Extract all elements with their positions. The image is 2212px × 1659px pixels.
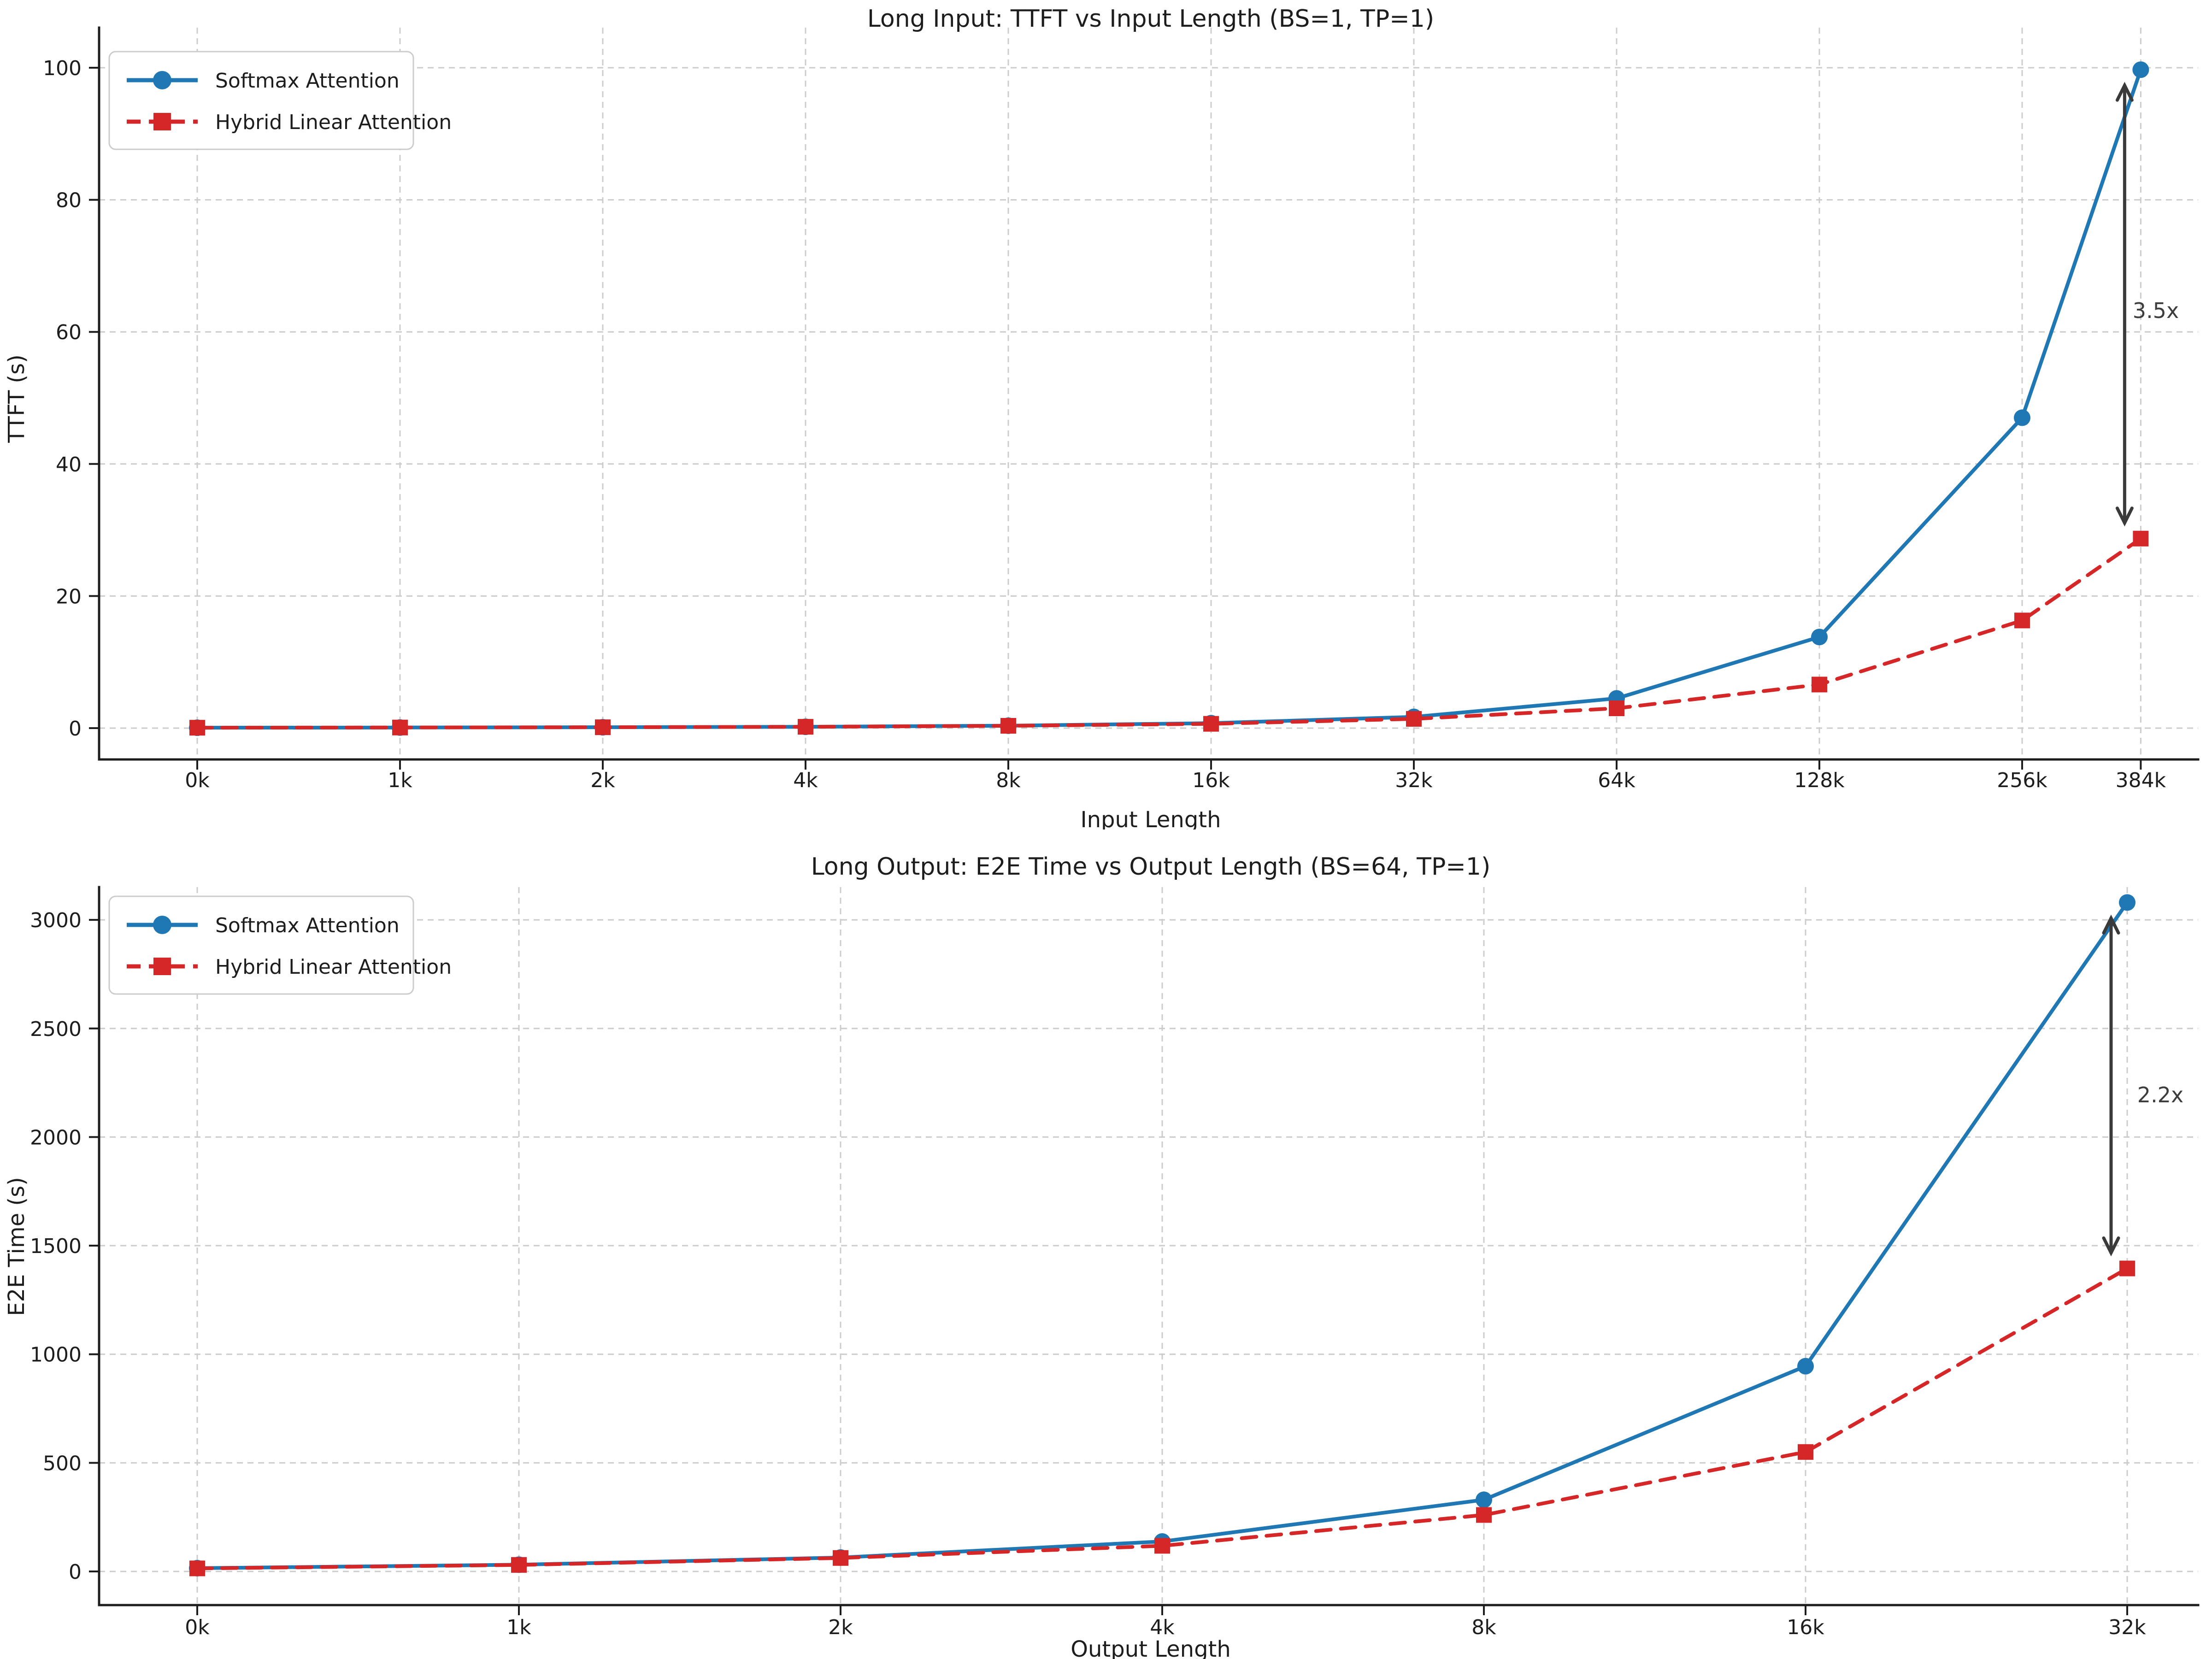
ttft-plot-render-layer: 0k 1k 2k 4k 8k 16k 32k 64k 128k 256k 384k 0 20 40 60 80… — [43, 26, 2200, 792]
legend-box — [108, 895, 414, 995]
y-tick-label: 1500 — [30, 1235, 82, 1258]
series-markers — [189, 61, 2149, 736]
data-point-square — [189, 720, 205, 736]
x-tick-label: 8k — [1471, 1616, 1496, 1639]
data-point-square — [392, 719, 408, 735]
x-tick-label: 256k — [1997, 769, 2047, 792]
x-tick-label: 4k — [793, 769, 818, 792]
data-point-square — [2119, 1260, 2135, 1277]
e2e-plot-render-layer: 0k 1k 2k 4k 8k 16k 32k 0 500 1000 1500 2000 2500 3000 — [30, 886, 2200, 1639]
series-hybrid — [189, 530, 2149, 736]
series-markers — [189, 1260, 2135, 1577]
data-point-circle — [1797, 1358, 1814, 1375]
series-markers — [189, 530, 2149, 736]
speedup-annotation-label: 3.5x — [2133, 298, 2179, 323]
tick-labels: 0k 1k 2k 4k 8k 16k 32k 64k 128k 256k 384k 0 20 40 60 80… — [43, 57, 2166, 792]
legend-label-softmax: Softmax Attention — [215, 69, 400, 93]
x-tick-label: 384k — [2116, 769, 2166, 792]
y-tick-label: 0 — [69, 1560, 82, 1584]
y-tick-label: 2000 — [30, 1126, 82, 1149]
chart-title: Long Input: TTFT vs Input Length (BS=1, … — [867, 5, 1434, 33]
data-point-circle — [2014, 409, 2030, 426]
y-tick-label: 2500 — [30, 1018, 82, 1041]
legend-marker-square — [153, 113, 171, 130]
y-tick-label: 20 — [56, 585, 82, 608]
y-tick-label: 500 — [43, 1452, 82, 1475]
legend-label-hybrid: Hybrid Linear Attention — [215, 111, 452, 134]
data-point-square — [798, 719, 813, 735]
data-point-square — [833, 1550, 848, 1566]
x-tick-label: 0k — [185, 769, 210, 792]
data-point-square — [1203, 716, 1219, 732]
e2e-chart-canvas: 0k 1k 2k 4k 8k 16k 32k 0 500 1000 1500 2000 2500 3000… — [4, 853, 2200, 1659]
x-tick-label: 32k — [1395, 769, 1433, 792]
gridlines — [99, 887, 2198, 1605]
legend-label-softmax: Softmax Attention — [215, 914, 400, 937]
data-point-square — [1406, 711, 1422, 727]
y-tick-label: 100 — [43, 57, 82, 80]
legend — [108, 895, 414, 995]
y-tick-label: 1000 — [30, 1343, 82, 1367]
ttft-vs-input-length-chart: 0k 1k 2k 4k 8k 16k 32k 64k 128k 256k 384k 0 20 40 60 80… — [4, 5, 2200, 830]
data-point-square — [1609, 700, 1624, 717]
y-axis-label: E2E Time (s) — [4, 1177, 29, 1316]
legend-marker-square — [153, 958, 171, 975]
x-axis-label: Output Length — [1071, 1636, 1231, 1659]
y-tick-label: 0 — [69, 717, 82, 741]
y-tick-label: 60 — [56, 321, 82, 344]
chart-title: Long Output: E2E Time vs Output Length (… — [811, 853, 1491, 881]
x-tick-label: 0k — [185, 1616, 210, 1639]
data-point-square — [189, 1560, 205, 1577]
x-tick-label: 1k — [388, 769, 412, 792]
legend-box — [108, 51, 414, 150]
y-axis-label: TTFT (s) — [4, 354, 29, 443]
data-point-square — [1798, 1444, 1813, 1460]
data-point-square — [595, 719, 611, 735]
x-tick-label: 128k — [1794, 769, 1845, 792]
data-point-square — [1476, 1507, 1492, 1523]
x-tick-label: 4k — [1150, 1616, 1175, 1639]
x-tick-label: 1k — [506, 1616, 531, 1639]
data-point-square — [511, 1557, 527, 1573]
x-tick-label: 64k — [1598, 769, 1635, 792]
series-hybrid — [189, 1260, 2135, 1577]
x-tick-label: 2k — [828, 1616, 853, 1639]
x-tick-label: 16k — [1192, 769, 1230, 792]
y-tick-label: 80 — [56, 189, 82, 212]
data-point-square — [1000, 718, 1016, 734]
speedup-arrow — [2115, 82, 2134, 527]
x-tick-label: 32k — [2108, 1616, 2146, 1639]
series-softmax — [189, 61, 2149, 736]
data-point-square — [2014, 612, 2030, 629]
data-point-circle — [1476, 1491, 1492, 1508]
speedup-arrow — [2102, 914, 2120, 1257]
axes-spines — [98, 26, 2200, 761]
tick-marks — [89, 919, 2128, 1615]
ttft-chart-canvas: 0k 1k 2k 4k 8k 16k 32k 64k 128k 256k 384k 0 20 40 60 80… — [4, 5, 2200, 830]
speedup-annotation-label: 2.2x — [2137, 1082, 2183, 1107]
legend-swatch — [127, 958, 198, 975]
legend-swatch — [127, 71, 198, 89]
y-tick-label: 40 — [56, 453, 82, 477]
x-tick-label: 16k — [1787, 1616, 1824, 1639]
tick-labels: 0k 1k 2k 4k 8k 16k 32k 0 500 1000 1500 2000 2500 3000 — [30, 909, 2146, 1639]
legend-marker-circle — [153, 916, 171, 934]
tick-marks — [89, 67, 2142, 770]
legend — [108, 51, 414, 150]
legend-marker-circle — [153, 71, 171, 89]
x-axis-label: Input Length — [1080, 807, 1221, 830]
e2e-vs-output-length-chart: 0k 1k 2k 4k 8k 16k 32k 0 500 1000 1500 2000 2500 3000… — [0, 830, 2212, 1659]
data-point-square — [1812, 677, 1827, 693]
data-point-circle — [1811, 629, 1828, 646]
legend-swatch — [127, 916, 198, 934]
data-point-square — [2133, 530, 2149, 547]
data-point-circle — [2119, 894, 2136, 911]
y-tick-label: 3000 — [30, 909, 82, 932]
legend-label-hybrid: Hybrid Linear Attention — [215, 955, 452, 979]
legend-swatch — [127, 113, 198, 130]
x-tick-label: 8k — [996, 769, 1021, 792]
x-tick-label: 2k — [590, 769, 615, 792]
data-point-circle — [2132, 61, 2149, 78]
data-point-square — [1154, 1538, 1170, 1554]
